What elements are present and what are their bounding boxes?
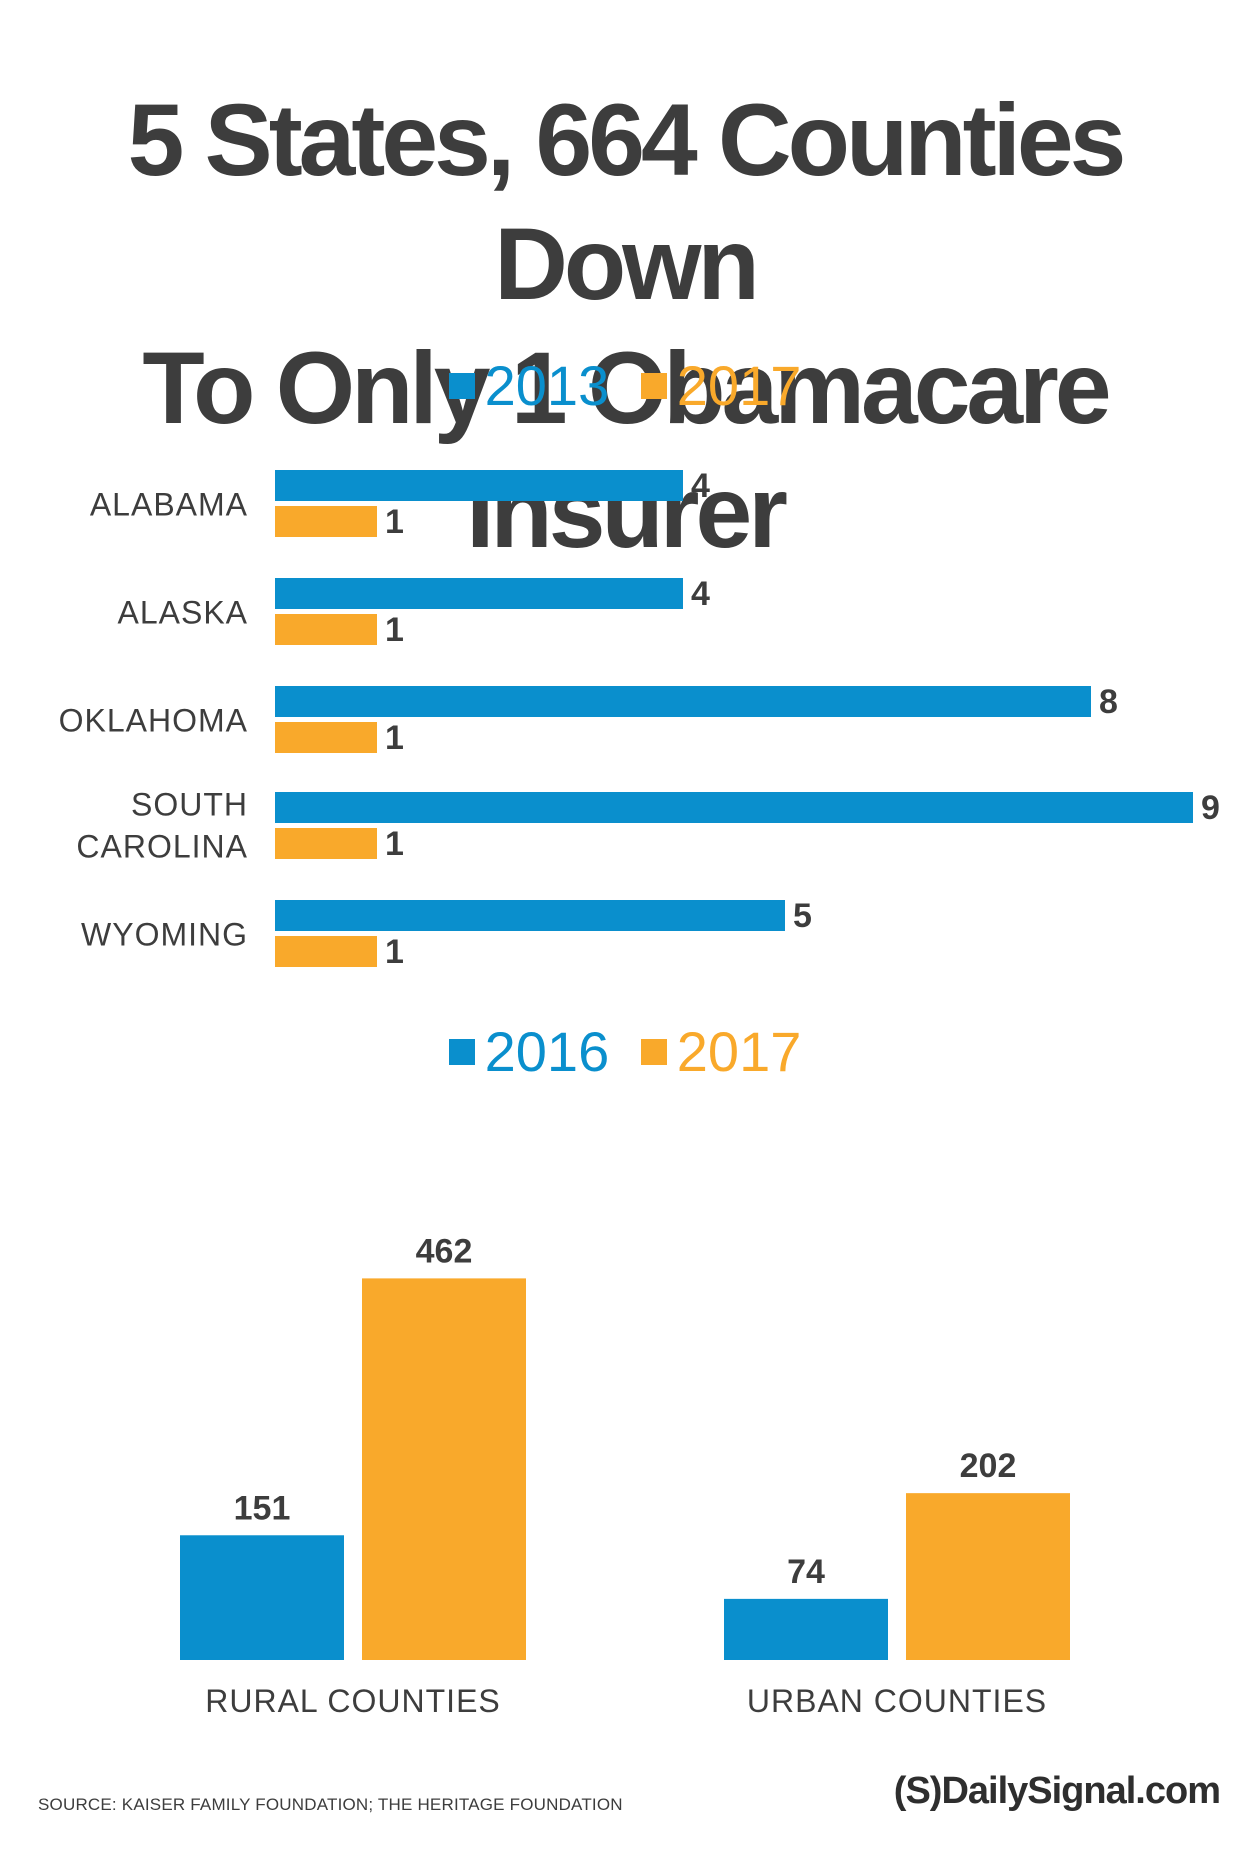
vbar-value-2017-1: 202 bbox=[960, 1447, 1017, 1485]
legend-item-2016: 2016 bbox=[448, 1020, 610, 1084]
hbar-2013-3 bbox=[275, 792, 1193, 823]
legend-bottom: 2016 2017 bbox=[0, 1020, 1250, 1084]
hbar-value-2013-3: 9 bbox=[1201, 789, 1220, 827]
state-label-0-0: ALABAMA bbox=[90, 487, 248, 523]
hbar-2013-1 bbox=[275, 578, 683, 609]
hbar-value-2017-3: 1 bbox=[385, 825, 404, 863]
hbar-value-2017-1: 1 bbox=[385, 611, 404, 649]
legend-label-2013: 2013 bbox=[484, 354, 610, 417]
state-label-3-0: SOUTH bbox=[131, 787, 248, 823]
hbar-2017-0 bbox=[275, 506, 377, 537]
category-label-0: RURAL COUNTIES bbox=[205, 1683, 501, 1719]
hbar-value-2013-0: 4 bbox=[691, 467, 710, 505]
daily-signal-logo: (S)DailySignal.com bbox=[893, 1770, 1221, 1812]
hbar-2013-4 bbox=[275, 900, 785, 931]
state-label-2-0: OKLAHOMA bbox=[59, 703, 248, 739]
hbar-2017-4 bbox=[275, 936, 377, 967]
hbar-value-2013-4: 5 bbox=[793, 897, 812, 935]
hbar-2017-3 bbox=[275, 828, 377, 859]
legend-swatch-2013 bbox=[448, 373, 475, 400]
hbar-value-2017-0: 1 bbox=[385, 503, 404, 541]
hbar-2013-2 bbox=[275, 686, 1091, 717]
source-note: SOURCE: KAISER FAMILY FOUNDATION; THE HE… bbox=[38, 1795, 623, 1814]
vbar-2017-0 bbox=[362, 1278, 526, 1660]
legend-label-2017-bottom: 2017 bbox=[676, 1020, 802, 1083]
state-label-1-0: ALASKA bbox=[117, 595, 248, 631]
vbar-2016-1 bbox=[724, 1598, 888, 1660]
state-label-4-0: WYOMING bbox=[81, 917, 248, 953]
vbar-value-2016-0: 151 bbox=[234, 1489, 291, 1527]
hbar-2013-0 bbox=[275, 470, 683, 501]
legend-swatch-2017-top bbox=[640, 373, 667, 400]
hbar-value-2013-1: 4 bbox=[691, 575, 710, 613]
legend-swatch-2016 bbox=[448, 1039, 475, 1066]
hbar-value-2017-2: 1 bbox=[385, 719, 404, 757]
hbar-value-2017-4: 1 bbox=[385, 933, 404, 971]
hbar-value-2013-2: 8 bbox=[1099, 683, 1118, 721]
legend-item-2013: 2013 bbox=[448, 354, 610, 418]
category-label-1: URBAN COUNTIES bbox=[747, 1683, 1047, 1719]
legend-label-2017-top: 2017 bbox=[676, 354, 802, 417]
legend-label-2016: 2016 bbox=[484, 1020, 610, 1083]
legend-swatch-2017-bottom bbox=[640, 1039, 667, 1066]
state-label-3-1: CAROLINA bbox=[76, 829, 248, 865]
vbar-2016-0 bbox=[180, 1535, 344, 1660]
title-line-1: 5 States, 664 Counties Down bbox=[127, 83, 1127, 321]
vbar-2017-1 bbox=[906, 1493, 1070, 1660]
vbar-value-2017-0: 462 bbox=[416, 1232, 473, 1270]
vbar-value-2016-1: 74 bbox=[787, 1553, 825, 1591]
legend-item-2017-bottom: 2017 bbox=[640, 1020, 802, 1084]
legend-item-2017-top: 2017 bbox=[640, 354, 802, 418]
hbar-2017-2 bbox=[275, 722, 377, 753]
legend-top: 2013 2017 bbox=[0, 354, 1250, 418]
hbar-2017-1 bbox=[275, 614, 377, 645]
